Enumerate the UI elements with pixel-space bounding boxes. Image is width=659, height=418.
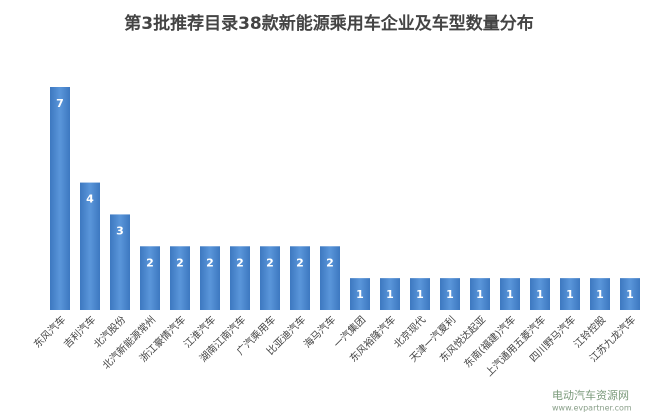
data-label: 1 [416, 288, 424, 301]
data-label: 2 [236, 256, 244, 269]
data-label: 2 [326, 256, 334, 269]
bar [500, 278, 520, 310]
bar [380, 278, 400, 310]
bar [320, 246, 340, 310]
data-label: 2 [296, 256, 304, 269]
data-label: 1 [596, 288, 604, 301]
bar [530, 278, 550, 310]
bar [440, 278, 460, 310]
watermark-url: www.evpartner.com [552, 404, 632, 413]
bar [80, 182, 100, 310]
data-label: 1 [356, 288, 364, 301]
bar [470, 278, 490, 310]
bar [290, 246, 310, 310]
data-label: 3 [116, 224, 124, 237]
bar [260, 246, 280, 310]
watermark-name: 电动汽车资源网 [552, 388, 629, 402]
bar [350, 278, 370, 310]
data-label: 1 [476, 288, 484, 301]
bar [200, 246, 220, 310]
data-label: 1 [446, 288, 454, 301]
bar [230, 246, 250, 310]
bar [140, 246, 160, 310]
data-label: 2 [146, 256, 154, 269]
data-label: 1 [536, 288, 544, 301]
bar [590, 278, 610, 310]
data-label: 1 [386, 288, 394, 301]
data-label: 7 [56, 97, 64, 110]
chart-title: 第3批推荐目录38款新能源乘用车企业及车型数量分布 [124, 13, 534, 34]
data-label: 1 [566, 288, 574, 301]
data-label: 2 [206, 256, 214, 269]
data-label: 1 [626, 288, 634, 301]
data-label: 1 [506, 288, 514, 301]
bar [410, 278, 430, 310]
bar [620, 278, 640, 310]
bar [560, 278, 580, 310]
bar [110, 214, 130, 310]
data-label: 2 [176, 256, 184, 269]
data-label: 2 [266, 256, 274, 269]
data-label: 4 [86, 193, 94, 206]
bar [170, 246, 190, 310]
bar [50, 87, 70, 310]
